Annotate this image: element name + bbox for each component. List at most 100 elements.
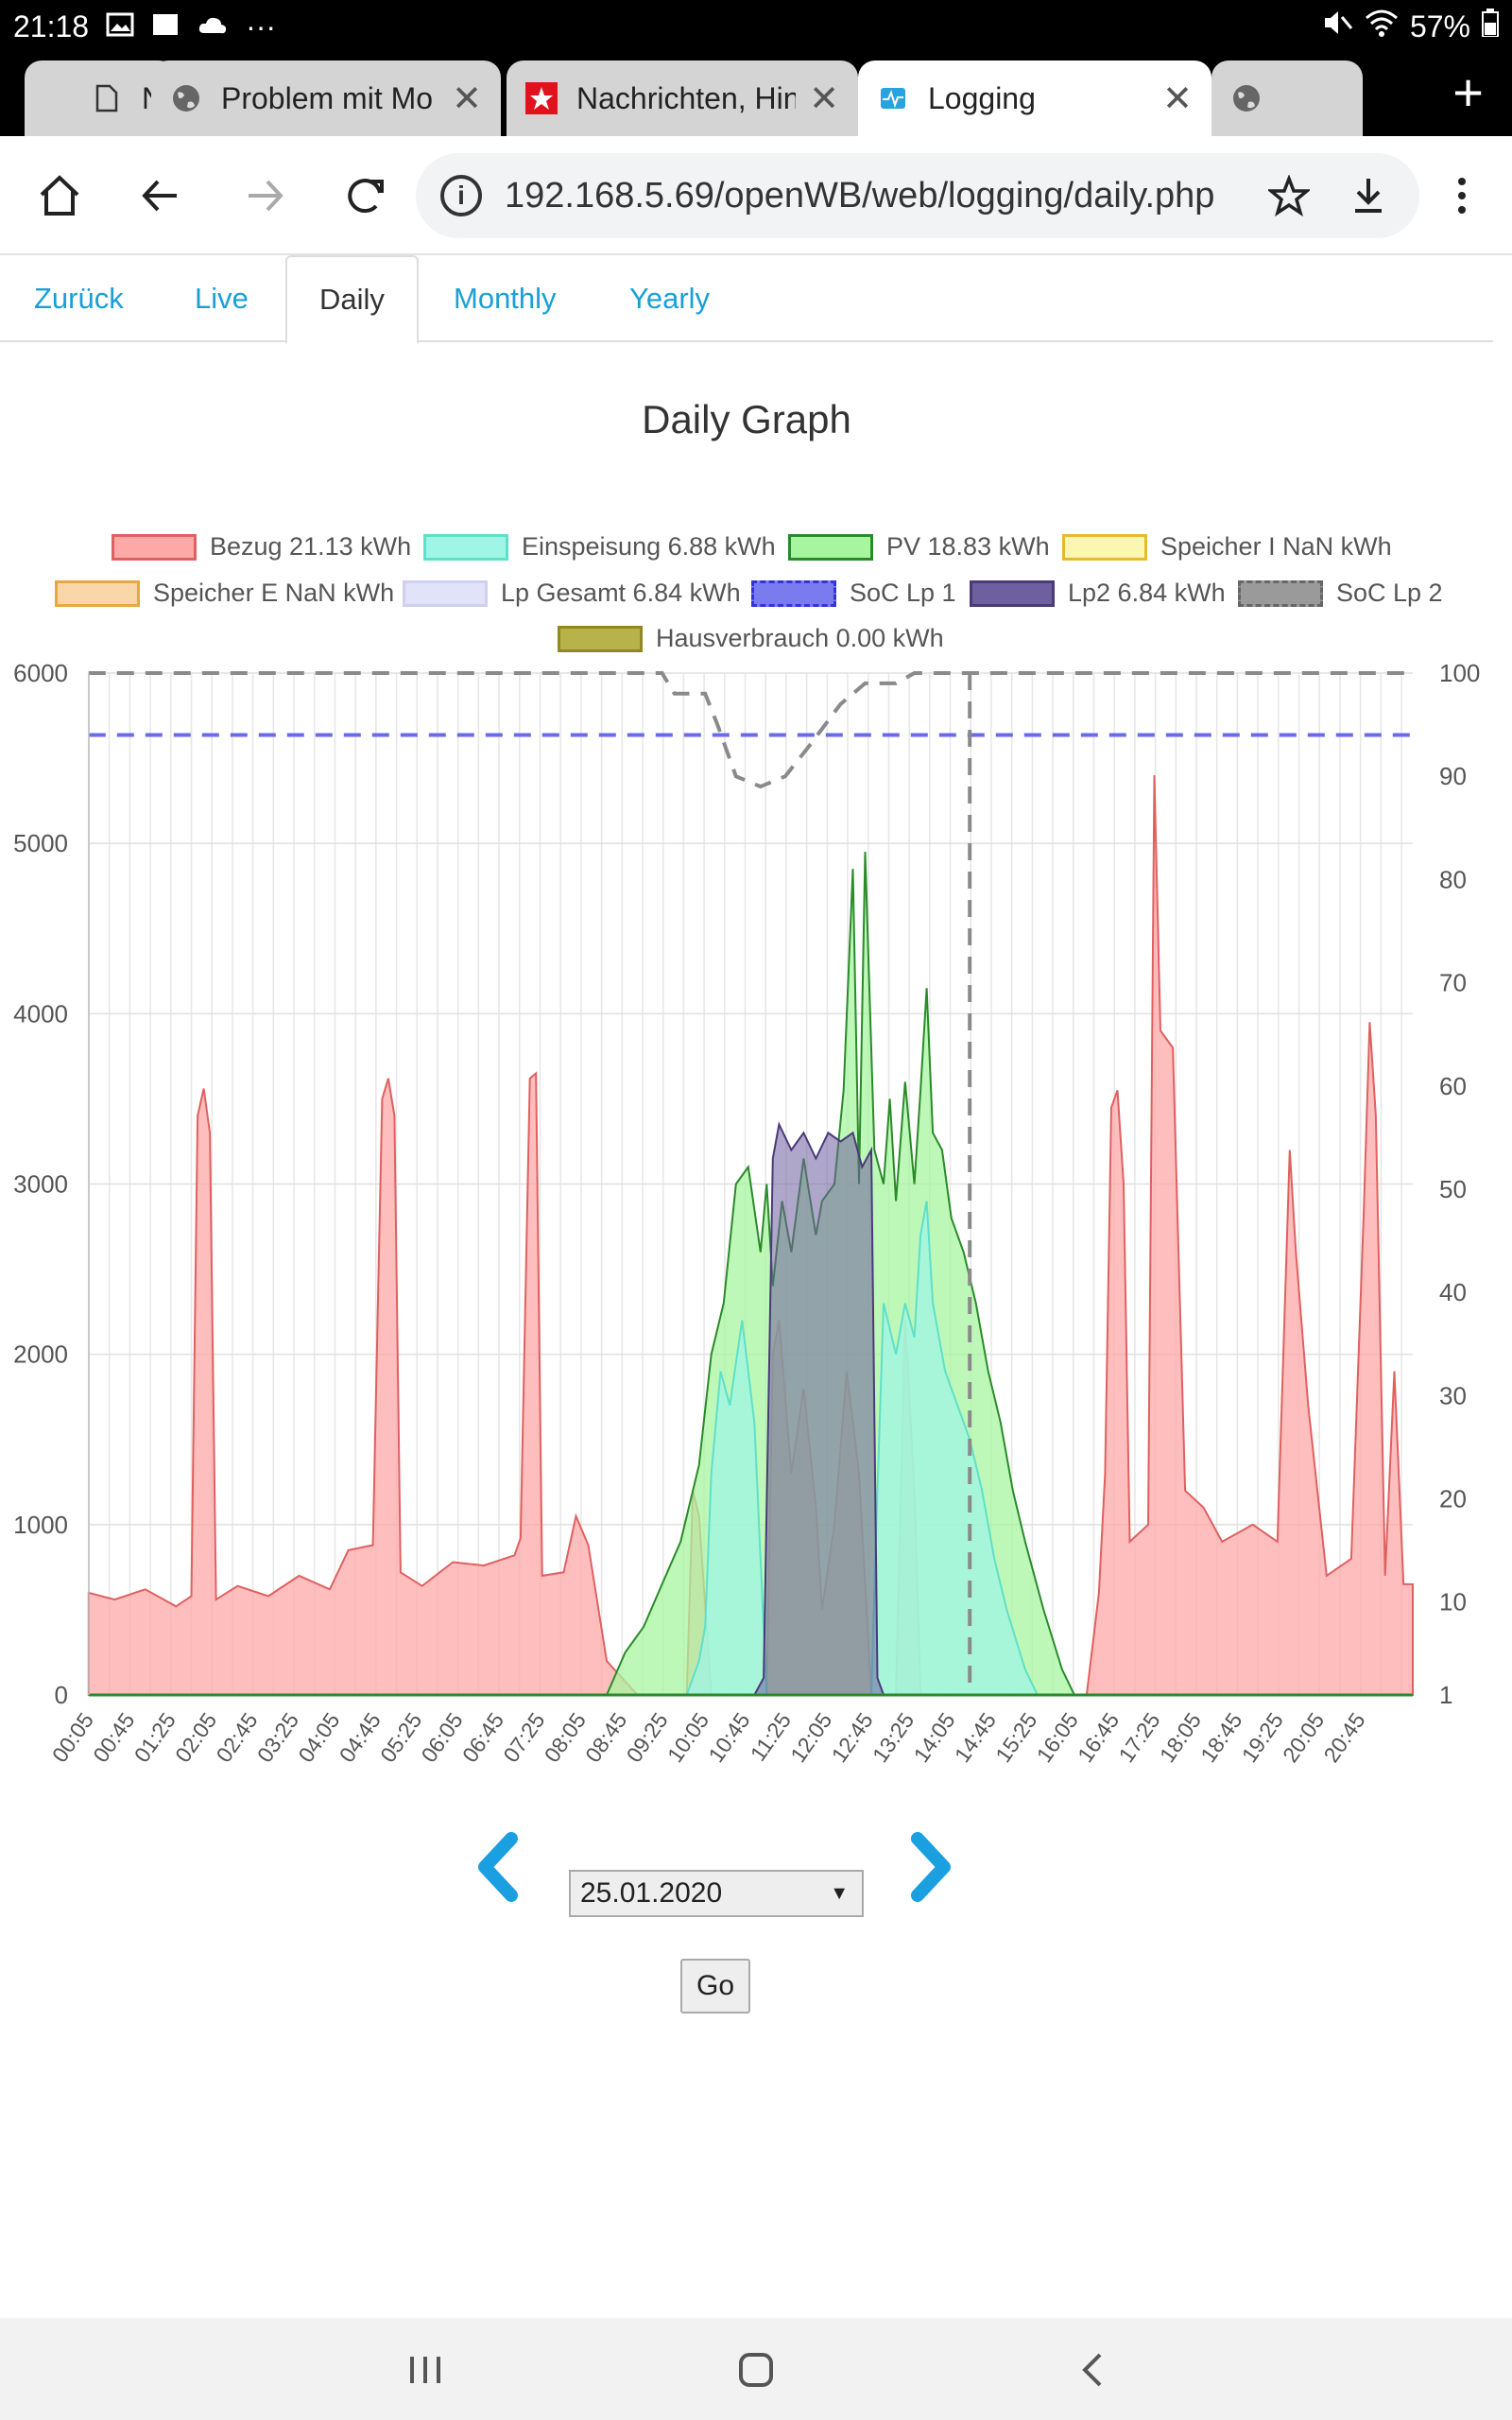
x-axis-tick: 20:05: [1278, 1708, 1329, 1767]
legend-swatch: [112, 533, 197, 561]
legend-swatch: [970, 579, 1055, 607]
y-right-tick: 70: [1439, 969, 1467, 997]
y-left-tick: 1000: [13, 1511, 68, 1539]
browser-tab-2[interactable]: Problem mit Mo ✕: [151, 60, 501, 136]
y-left-tick: 3000: [13, 1170, 68, 1199]
legend-label: Einspeisung 6.88 kWh: [522, 532, 776, 561]
legend-swatch: [788, 533, 873, 561]
url-bar[interactable]: i 192.168.5.69/openWB/web/logging/daily.…: [416, 153, 1419, 238]
url-text[interactable]: 192.168.5.69/openWB/web/logging/daily.ph…: [505, 175, 1215, 216]
cloud-icon: [197, 9, 229, 44]
globe-icon: [1230, 82, 1263, 114]
download-icon[interactable]: [1340, 167, 1397, 224]
legend-item[interactable]: Bezug 21.13 kWh: [112, 532, 411, 562]
x-axis-tick: 06:45: [457, 1708, 508, 1767]
y-right-tick: 10: [1439, 1588, 1467, 1616]
x-axis-tick: 05:25: [375, 1708, 426, 1767]
browser-tab-5[interactable]: [1211, 60, 1363, 136]
legend-item[interactable]: PV 18.83 kWh: [788, 532, 1050, 562]
y-left-tick: 6000: [13, 659, 68, 687]
forward-button[interactable]: [232, 163, 298, 229]
kebab-menu-icon: [1458, 178, 1466, 214]
legend-label: Speicher I NaN kWh: [1160, 532, 1392, 561]
legend-label: Lp Gesamt 6.84 kWh: [501, 579, 741, 607]
x-axis-tick: 10:05: [662, 1708, 713, 1767]
legend-item[interactable]: Speicher I NaN kWh: [1062, 532, 1392, 562]
y-right-tick: 50: [1439, 1175, 1467, 1203]
nav-monthly-link[interactable]: Monthly: [454, 282, 557, 315]
y-right-tick: 40: [1439, 1278, 1467, 1306]
x-axis-tick: 02:45: [211, 1708, 262, 1767]
sonos-icon: [151, 9, 180, 44]
x-axis-tick: 19:25: [1237, 1708, 1288, 1767]
page-icon: [91, 82, 123, 114]
home-system-icon[interactable]: [728, 2346, 784, 2394]
x-axis-tick: 00:45: [88, 1708, 139, 1767]
x-axis-tick: 16:45: [1073, 1708, 1124, 1767]
x-axis-tick: 04:05: [293, 1708, 344, 1767]
nav-yearly-link[interactable]: Yearly: [629, 282, 711, 315]
info-icon[interactable]: i: [440, 175, 482, 216]
x-axis-tick: 12:45: [827, 1708, 878, 1767]
x-axis-tick: 04:45: [335, 1708, 386, 1767]
legend-item[interactable]: Speicher E NaN kWh: [55, 579, 394, 608]
reload-button[interactable]: [333, 163, 399, 229]
y-left-tick: 2000: [13, 1340, 68, 1369]
nav-live-link[interactable]: Live: [195, 282, 249, 315]
x-axis-tick: 11:25: [746, 1708, 796, 1766]
daily-chart: 0 1000 2000 3000 4000 5000 6000 1 10 20 30 40 50 60 70…: [13, 659, 1480, 1767]
x-axis-tick: 16:05: [1032, 1708, 1083, 1767]
next-day-icon[interactable]: [902, 1829, 959, 1905]
menu-button[interactable]: [1429, 163, 1495, 229]
legend-item[interactable]: Lp2 6.84 kWh: [970, 579, 1226, 608]
date-select[interactable]: 25.01.2020 ▼: [569, 1870, 864, 1917]
go-button[interactable]: Go: [680, 1959, 750, 2014]
legend-swatch: [751, 579, 836, 607]
tab-strip: Ne Problem mit Mo ✕ Nachrichten, Hin ✕ L…: [0, 53, 1512, 136]
previous-day-icon[interactable]: [470, 1829, 526, 1905]
star-icon[interactable]: [1261, 167, 1317, 224]
legend-label: Bezug 21.13 kWh: [210, 532, 412, 561]
x-axis-tick: 14:05: [908, 1708, 959, 1767]
clock: 21:18: [13, 9, 90, 43]
y-left-tick: 5000: [13, 829, 68, 857]
legend-item[interactable]: Hausverbrauch 0.00 kWh: [558, 624, 944, 653]
arrow-right-icon: [249, 180, 284, 212]
new-tab-button[interactable]: +: [1452, 62, 1484, 122]
close-tab-icon[interactable]: ✕: [1162, 78, 1193, 119]
arrow-left-icon: [142, 180, 177, 212]
browser-tab-4-active[interactable]: Logging ✕: [858, 60, 1211, 136]
mute-icon: [1321, 9, 1353, 44]
back-button[interactable]: [128, 163, 194, 229]
browser-tab-1[interactable]: Ne: [25, 60, 176, 136]
browser-tab-3[interactable]: Nachrichten, Hin ✕: [507, 60, 858, 136]
stern-icon: [525, 82, 558, 114]
y-right-tick: 80: [1439, 865, 1467, 893]
nav-daily-tab[interactable]: Daily: [285, 255, 419, 344]
nav-back-link[interactable]: Zurück: [34, 282, 124, 315]
series-line-soc-lp-2: [88, 671, 1413, 789]
x-axis-tick: 18:45: [1195, 1708, 1246, 1767]
dropdown-arrow-icon: ▼: [830, 1882, 849, 1904]
legend-swatch: [403, 579, 488, 607]
legend-label: PV 18.83 kWh: [886, 532, 1050, 561]
x-axis-tick: 06:05: [416, 1708, 467, 1767]
recent-apps-icon[interactable]: [397, 2346, 454, 2394]
legend-item[interactable]: SoC Lp 1: [751, 579, 956, 608]
close-tab-icon[interactable]: ✕: [452, 78, 482, 119]
y-left-tick: 0: [55, 1681, 68, 1709]
x-axis-tick: 12:05: [785, 1708, 836, 1767]
x-axis-tick: 02:05: [170, 1708, 221, 1767]
close-tab-icon[interactable]: ✕: [809, 78, 839, 119]
legend-item[interactable]: SoC Lp 2: [1238, 579, 1443, 608]
x-axis-tick: 01:25: [129, 1708, 180, 1767]
x-axis-tick: 08:05: [540, 1708, 591, 1767]
legend-item[interactable]: Lp Gesamt 6.84 kWh: [403, 579, 741, 608]
x-axis-tick: 08:45: [580, 1708, 631, 1767]
legend-label: SoC Lp 2: [1336, 579, 1443, 607]
page-nav-tabs: Zurück Live Daily Monthly Yearly: [0, 255, 1493, 344]
back-system-icon[interactable]: [1063, 2346, 1120, 2394]
legend-item[interactable]: Einspeisung 6.88 kWh: [423, 532, 776, 562]
legend-swatch: [558, 625, 643, 652]
home-button[interactable]: [26, 163, 93, 229]
